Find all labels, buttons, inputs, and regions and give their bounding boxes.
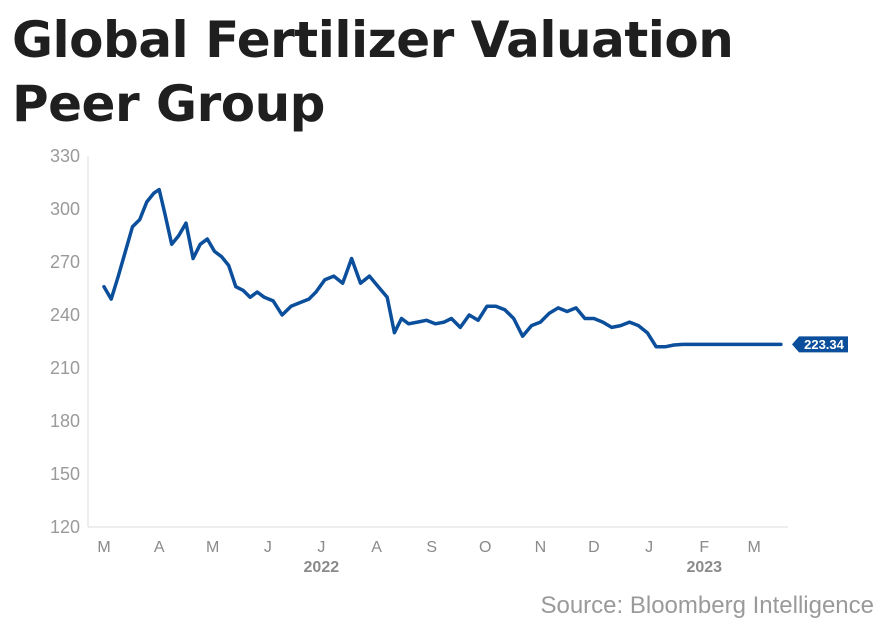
x-tick-label: M <box>747 539 760 556</box>
y-tick-label: 210 <box>50 358 80 378</box>
y-tick-label: 120 <box>50 517 80 537</box>
y-tick-label: 330 <box>50 146 80 166</box>
x-tick-label: A <box>154 539 165 556</box>
source-note: Source: Bloomberg Intelligence <box>540 592 874 619</box>
chart-title-line1: Global Fertilizer Valuation <box>12 11 734 69</box>
chart-title: Global Fertilizer Valuation Peer Group <box>12 8 734 136</box>
x-tick-label: J <box>317 539 325 556</box>
y-tick-label: 240 <box>50 305 80 325</box>
last-value-badge: 223.34 <box>792 336 848 353</box>
y-tick-label: 180 <box>50 411 80 431</box>
last-value-label: 223.34 <box>804 337 845 352</box>
x-tick-label: O <box>479 539 491 556</box>
x-tick-label: D <box>588 539 600 556</box>
x-tick-label: J <box>645 539 653 556</box>
x-tick-label: S <box>426 539 437 556</box>
year-label: 2022 <box>304 559 340 576</box>
chart-title-line2: Peer Group <box>12 75 325 133</box>
y-tick-label: 270 <box>50 252 80 272</box>
x-tick-label: F <box>699 539 709 556</box>
y-tick-labels: 120 150 180 210 240 270 300 330 <box>50 146 80 537</box>
x-tick-label: M <box>206 539 219 556</box>
x-tick-label: M <box>97 539 110 556</box>
x-tick-label: J <box>264 539 272 556</box>
y-tick-label: 300 <box>50 199 80 219</box>
year-label: 2023 <box>686 559 722 576</box>
year-labels: 2022 2023 <box>304 559 723 576</box>
x-tick-label: A <box>371 539 382 556</box>
last-value-badge-shape <box>792 336 848 353</box>
x-tick-label: N <box>535 539 547 556</box>
y-tick-label: 150 <box>50 464 80 484</box>
series-line <box>102 187 783 349</box>
